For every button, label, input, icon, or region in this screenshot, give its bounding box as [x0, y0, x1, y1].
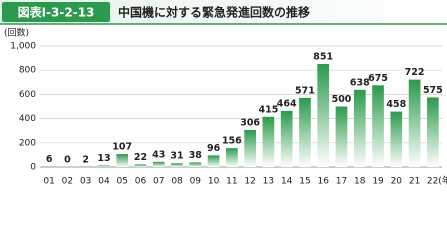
value-label: 306: [240, 117, 260, 128]
x-tick-label: 19: [372, 177, 384, 187]
bar: [134, 164, 147, 167]
x-tick-label: 08: [171, 177, 183, 187]
value-label: 571: [295, 85, 315, 96]
bar: [244, 129, 256, 167]
bar: [116, 154, 129, 167]
badge: 図表Ⅰ-3-2-13: [18, 5, 95, 20]
y-tick-label: 800: [19, 66, 36, 76]
y-axis-label: (回数): [4, 27, 29, 39]
x-tick-label: 21: [409, 177, 420, 187]
x-tick-label: 15: [299, 177, 310, 187]
bar: [189, 162, 202, 167]
x-tick-label: 02: [62, 177, 73, 187]
x-tick-label: 20: [391, 177, 403, 187]
bar: [335, 106, 348, 167]
x-tick-label: 22(年度): [427, 175, 447, 187]
bar: [152, 161, 165, 167]
value-label: 458: [386, 99, 406, 110]
x-tick-label: 10: [208, 177, 220, 187]
bar: [226, 148, 238, 167]
x-tick-label: 13: [263, 177, 274, 187]
x-tick-label: 01: [43, 177, 54, 187]
value-label: 156: [222, 136, 242, 147]
y-tick-label: 600: [19, 90, 36, 100]
bar: [390, 111, 403, 167]
x-tick-label: 04: [98, 177, 110, 187]
x-tick-label: 16: [318, 177, 330, 187]
value-label: 575: [423, 85, 443, 96]
value-label: 107: [112, 142, 132, 153]
value-label: 2: [82, 154, 89, 165]
value-label: 675: [368, 73, 388, 84]
value-label: 0: [64, 155, 71, 166]
badge-box: [2, 2, 110, 22]
y-tick-label: 200: [19, 138, 36, 148]
bar: [262, 116, 275, 167]
value-label: 38: [189, 150, 203, 161]
y-tick-label: 1,000: [10, 42, 36, 52]
y-tick-label: 400: [19, 114, 36, 124]
chart: 図表Ⅰ-3-2-13 中国機に対する緊急発進回数の推移 (回数) 0200400…: [0, 0, 447, 187]
x-tick-label: 11: [226, 177, 237, 187]
bar: [98, 165, 110, 167]
x-tick-label: 06: [135, 177, 147, 187]
bar: [372, 85, 384, 167]
value-label: 31: [170, 151, 183, 162]
x-tick-label: 18: [354, 177, 366, 187]
bar: [408, 79, 421, 167]
value-label: 22: [134, 152, 147, 163]
value-label: 851: [313, 52, 333, 63]
value-label: 96: [207, 143, 221, 154]
x-tick-label: 07: [153, 177, 164, 187]
value-label: 722: [405, 67, 425, 78]
bar: [427, 97, 439, 167]
y-tick-label: 0: [30, 163, 36, 173]
x-tick-label: 14: [281, 177, 293, 187]
chart-title: 中国機に対する緊急発進回数の推移: [118, 5, 310, 20]
value-label: 415: [258, 104, 278, 115]
x-tick-label: 05: [117, 177, 128, 187]
value-label: 638: [350, 77, 370, 88]
bar: [207, 155, 220, 167]
bar: [317, 64, 330, 167]
bar: [353, 89, 366, 167]
bar: [280, 110, 293, 167]
x-tick-label: 12: [244, 177, 255, 187]
value-label: 6: [46, 154, 53, 165]
bar: [171, 163, 183, 167]
value-label: 13: [97, 153, 110, 164]
x-tick-label: 03: [80, 177, 91, 187]
value-label: 464: [277, 98, 297, 109]
bar: [299, 97, 311, 167]
x-tick-label: 09: [190, 177, 202, 187]
x-tick-label: 17: [336, 177, 347, 187]
value-label: 43: [152, 149, 165, 160]
bar: [43, 166, 55, 167]
value-label: 500: [332, 94, 352, 105]
